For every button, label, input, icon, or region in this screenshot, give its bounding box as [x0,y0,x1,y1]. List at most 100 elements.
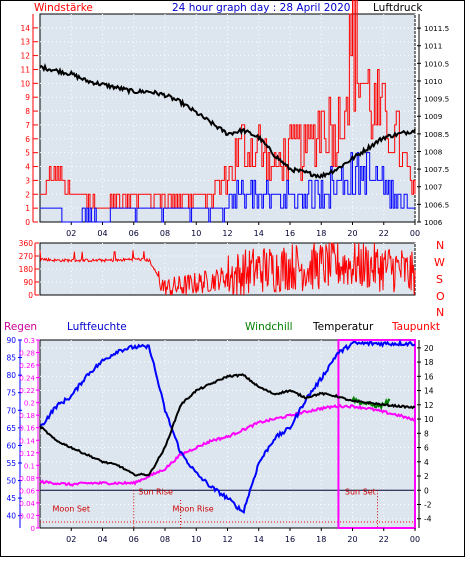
wind-left-tick-label: 6 [25,135,30,144]
rain-tick-label: 0 [31,525,35,533]
pressure-tick-label: 1008.5 [424,130,449,139]
temperature-tick-label: 6 [424,444,429,453]
temperature-tick-label: -2 [424,501,432,510]
wind-left-tick-label: 0 [25,218,30,227]
pressure-tick-label: 1009.5 [424,95,449,104]
humidity-tick-label: 45 [6,494,16,503]
moon-set-label: Moon Set [53,505,90,514]
compass-w: W [434,256,445,269]
temperature-line [39,373,416,477]
temp-x-tick-label: 16 [285,535,295,544]
temperature-tick-label: 0 [424,486,429,495]
temp-x-tick-label: 04 [97,535,107,544]
wind-x-tick-label: 20 [347,229,357,238]
rain-tick-label: 0.14 [19,437,35,445]
wind-average-line [40,152,415,223]
moon-rise-label: Moon Rise [173,505,214,514]
humidity-line [39,338,416,515]
temperature-tick-label: 2 [424,472,429,481]
pressure-tick-label: 1010.5 [424,59,449,68]
temp-x-tick-label: 10 [191,535,201,544]
compass-s: S [436,273,443,286]
pressure-tick-label: 1006 [424,218,443,227]
pressure-tick-label: 1011 [424,42,442,51]
wind-x-tick-label: 00 [410,229,420,238]
rain-tick-label: 0.2 [24,400,35,408]
direction-series [39,242,416,296]
rain-tick-label: 0.06 [19,487,35,495]
wind-left-tick-label: 5 [25,149,30,158]
windchill-label: Windchill [245,321,293,333]
wind-x-tick-label: 16 [285,229,295,238]
luftfeuchte-label: Luftfeuchte [67,321,127,333]
sun-rise-label: Sun Rise [138,488,173,497]
compass-labels: N W S O N [434,239,445,319]
wind-x-tick-label: 08 [160,229,170,238]
wind-left-tick-label: 9 [25,93,30,102]
humidity-tick-label: 70 [6,406,16,415]
wind-left-tick-label: 8 [25,107,30,116]
humidity-tick-label: 85 [6,354,16,363]
temperature-tick-label: 20 [424,344,434,353]
rain-tick-label: 0.02 [19,512,35,520]
temp-x-tick-label: 02 [66,535,76,544]
rain-tick-label: 0.12 [19,450,35,458]
temp-x-tick-label: 18 [316,535,326,544]
wind-direction-line [39,242,416,296]
rain-amount-box [337,339,416,529]
dewpoint-line [39,403,416,487]
direction-tick-label: 180 [19,265,34,274]
rain-tick-label: 0.08 [19,475,35,483]
temperature-tick-label: 18 [424,358,434,367]
temperatur-label: Temperatur [312,321,374,333]
wind-x-tick-label: 06 [129,229,139,238]
wind-left-tick-label: 7 [25,121,30,130]
pressure-tick-label: 1010 [424,77,443,86]
temp-humidity-series: Sun Rise Sun Set Moon Set Moon Rise [39,338,416,529]
compass-o: O [436,290,445,303]
pressure-tick-label: 1011.5 [424,24,449,33]
humidity-tick-label: 40 [6,512,16,521]
pressure-tick-label: 1009 [424,112,443,121]
rain-tick-label: 0.22 [19,387,35,395]
humidity-tick-label: 75 [6,389,16,398]
wind-x-tick-label: 18 [316,229,326,238]
direction-tick-label: 90 [23,278,33,287]
direction-tick-label: 270 [19,252,34,261]
pressure-tick-label: 1008 [424,147,443,156]
wind-left-tick-label: 10 [20,79,30,88]
rain-tick-label: 0.1 [24,462,35,470]
rain-tick-label: 0.28 [19,350,35,358]
pressure-line [39,63,416,179]
wind-x-tick-label: 10 [191,229,201,238]
wind-x-tick-label: 02 [66,229,76,238]
temperature-tick-label: 12 [424,401,434,410]
compass-n-bottom: N [436,306,444,319]
temp-x-tick-label: 00 [410,535,420,544]
humidity-tick-label: 50 [6,477,16,486]
temperature-tick-label: -4 [424,515,432,524]
wind-left-tick-label: 3 [25,176,30,185]
direction-tick-label: 360 [19,239,34,248]
rain-tick-label: 0.3 [24,337,35,345]
wind-left-tick-label: 1 [25,204,30,213]
temperature-tick-label: 16 [424,372,434,381]
temp-x-tick-label: 06 [129,535,139,544]
humidity-tick-label: 90 [6,336,16,345]
windstaerke-label: Windstärke [34,2,93,14]
pressure-tick-label: 1007.5 [424,165,449,174]
direction-tick-label: 0 [28,291,33,300]
humidity-tick-label: 80 [6,371,16,380]
temp-x-tick-label: 20 [347,535,357,544]
direction-axes: 0 90 180 270 360 [19,239,39,300]
wind-left-tick-label: 13 [20,38,30,47]
rain-tick-label: 0.16 [19,425,35,433]
humidity-tick-label: 60 [6,441,16,450]
temp-humidity-axes: 404550556065707580859000.020.040.060.080… [6,336,433,544]
temperature-tick-label: 14 [424,387,434,396]
wind-left-tick-label: 12 [20,52,30,61]
humidity-tick-label: 65 [6,424,16,433]
sun-set-label: Sun Set [345,488,376,497]
